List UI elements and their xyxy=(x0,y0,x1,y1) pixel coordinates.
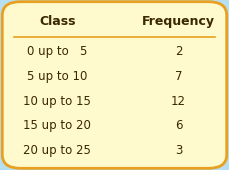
Text: Frequency: Frequency xyxy=(142,15,215,28)
Text: 3: 3 xyxy=(175,144,182,157)
Text: Class: Class xyxy=(39,15,76,28)
Text: 10 up to 15: 10 up to 15 xyxy=(23,95,91,108)
FancyBboxPatch shape xyxy=(2,2,227,168)
Text: 0 up to   5: 0 up to 5 xyxy=(27,45,87,58)
Text: 6: 6 xyxy=(175,119,182,132)
Text: 5 up to 10: 5 up to 10 xyxy=(27,70,87,83)
Text: 12: 12 xyxy=(171,95,186,108)
Text: 2: 2 xyxy=(175,45,182,58)
Text: 20 up to 25: 20 up to 25 xyxy=(23,144,91,157)
Text: 15 up to 20: 15 up to 20 xyxy=(23,119,91,132)
Text: 7: 7 xyxy=(175,70,182,83)
